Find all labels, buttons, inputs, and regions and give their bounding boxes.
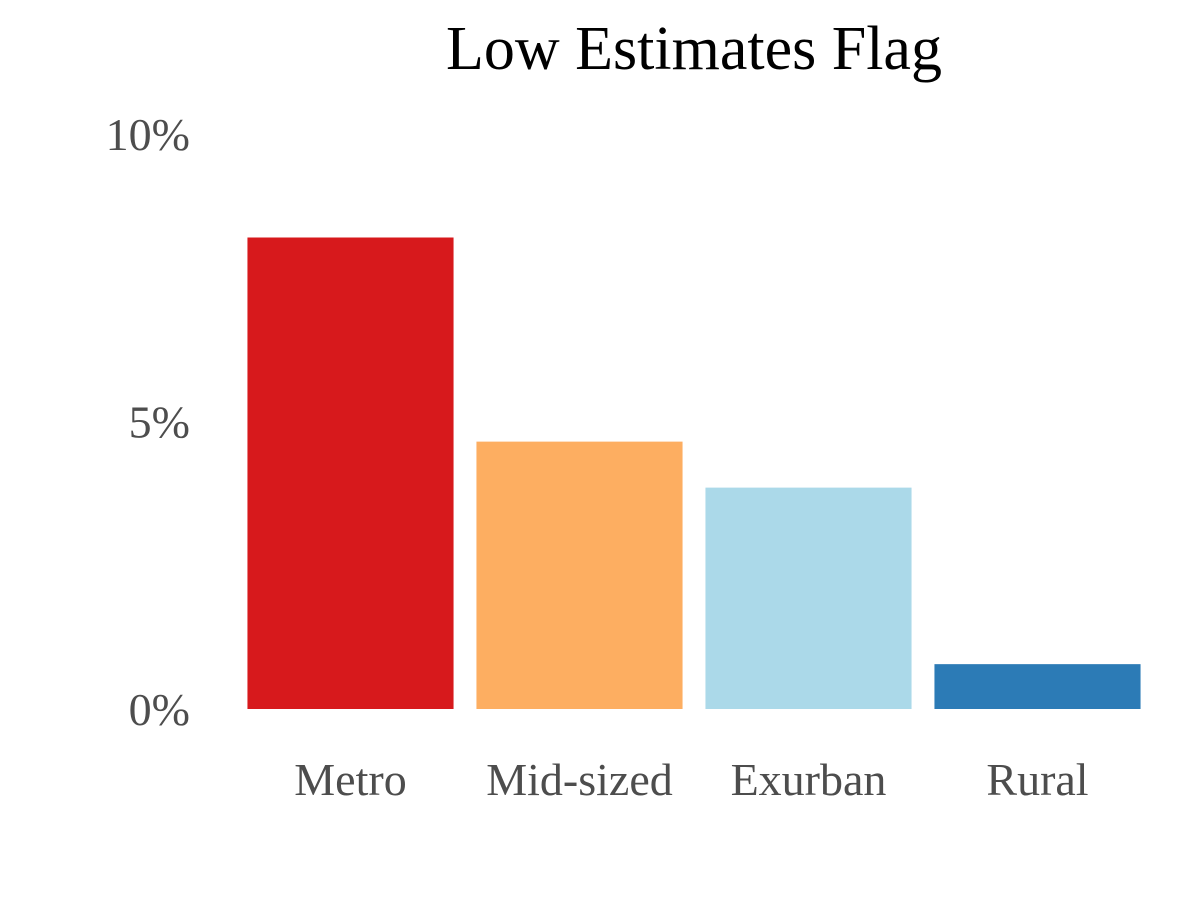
x-tick-label: Metro <box>294 754 406 805</box>
y-tick-label: 5% <box>129 397 190 448</box>
bars <box>247 237 1141 709</box>
x-tick-label: Mid-sized <box>486 754 673 805</box>
bar-exurban <box>705 487 912 709</box>
x-tick-label: Exurban <box>731 754 887 805</box>
bar-mid-sized <box>476 441 683 709</box>
x-tick-label: Rural <box>986 754 1088 805</box>
bar-rural <box>934 664 1141 709</box>
bar-metro <box>247 237 454 709</box>
y-tick-label: 10% <box>106 109 190 160</box>
y-tick-label: 0% <box>129 684 190 735</box>
x-axis-tick-labels: Metro Mid-sized Exurban Rural <box>294 754 1088 805</box>
y-axis-tick-labels: 0% 5% 10% <box>106 109 190 735</box>
chart-title: Low Estimates Flag <box>446 15 942 83</box>
